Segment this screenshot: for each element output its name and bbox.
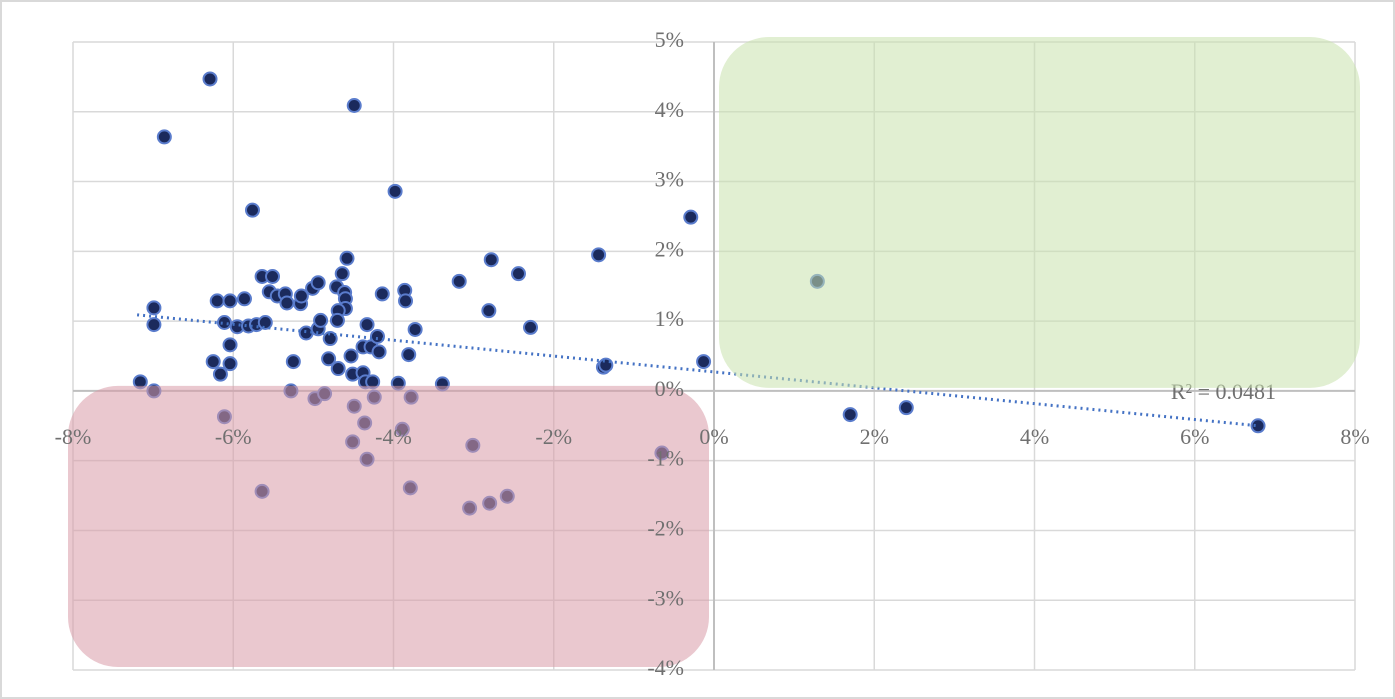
point bbox=[683, 209, 699, 225]
x-tick-label: 0% bbox=[699, 424, 728, 449]
point bbox=[374, 286, 390, 302]
x-tick-label: 4% bbox=[1020, 424, 1049, 449]
point bbox=[481, 303, 497, 319]
point bbox=[591, 247, 607, 263]
x-tick-label: 8% bbox=[1340, 424, 1369, 449]
point bbox=[322, 331, 338, 347]
point bbox=[202, 71, 218, 87]
point bbox=[222, 356, 238, 372]
point bbox=[310, 275, 326, 291]
y-tick-label: 5% bbox=[655, 27, 684, 52]
point bbox=[236, 291, 252, 307]
y-tick-label: -2% bbox=[647, 515, 684, 540]
point bbox=[842, 407, 858, 423]
y-tick-label: -1% bbox=[647, 446, 684, 471]
point bbox=[369, 328, 385, 344]
point bbox=[334, 266, 350, 282]
point bbox=[339, 250, 355, 266]
point bbox=[205, 354, 221, 370]
point bbox=[451, 273, 467, 289]
point bbox=[346, 97, 362, 113]
x-tick-label: -8% bbox=[55, 424, 92, 449]
point bbox=[293, 288, 309, 304]
point bbox=[146, 300, 162, 316]
trendline bbox=[136, 313, 1259, 428]
point bbox=[330, 361, 346, 377]
point bbox=[265, 268, 281, 284]
y-tick-label: 3% bbox=[655, 167, 684, 192]
highlight-region bbox=[719, 37, 1360, 388]
point bbox=[510, 266, 526, 282]
point bbox=[398, 293, 414, 309]
y-tick-label: -4% bbox=[647, 655, 684, 680]
point bbox=[216, 315, 232, 331]
point bbox=[1250, 418, 1266, 434]
point bbox=[696, 354, 712, 370]
point bbox=[257, 315, 273, 331]
point bbox=[387, 183, 403, 199]
point bbox=[146, 317, 162, 333]
x-tick-label: 6% bbox=[1180, 424, 1209, 449]
x-tick-label: -6% bbox=[215, 424, 252, 449]
x-tick-label: 2% bbox=[860, 424, 889, 449]
point bbox=[321, 351, 337, 367]
y-tick-label: 2% bbox=[655, 236, 684, 261]
y-tick-label: -3% bbox=[647, 585, 684, 610]
x-tick-label: -2% bbox=[535, 424, 572, 449]
point bbox=[222, 337, 238, 353]
point bbox=[285, 354, 301, 370]
point bbox=[329, 312, 345, 328]
point bbox=[898, 400, 914, 416]
y-tick-label: 0% bbox=[655, 376, 684, 401]
point bbox=[209, 293, 225, 309]
point bbox=[156, 129, 172, 145]
point bbox=[371, 344, 387, 360]
y-tick-label: 4% bbox=[655, 97, 684, 122]
point bbox=[523, 319, 539, 335]
point bbox=[359, 317, 375, 333]
point bbox=[483, 252, 499, 268]
point bbox=[222, 293, 238, 309]
point bbox=[343, 348, 359, 364]
point bbox=[244, 202, 260, 218]
point bbox=[279, 295, 295, 311]
point bbox=[401, 347, 417, 363]
point bbox=[313, 312, 329, 328]
highlight-region bbox=[68, 385, 709, 667]
x-tick-label: -4% bbox=[375, 424, 412, 449]
point bbox=[407, 321, 423, 337]
y-tick-label: 1% bbox=[655, 306, 684, 331]
point bbox=[212, 366, 228, 382]
